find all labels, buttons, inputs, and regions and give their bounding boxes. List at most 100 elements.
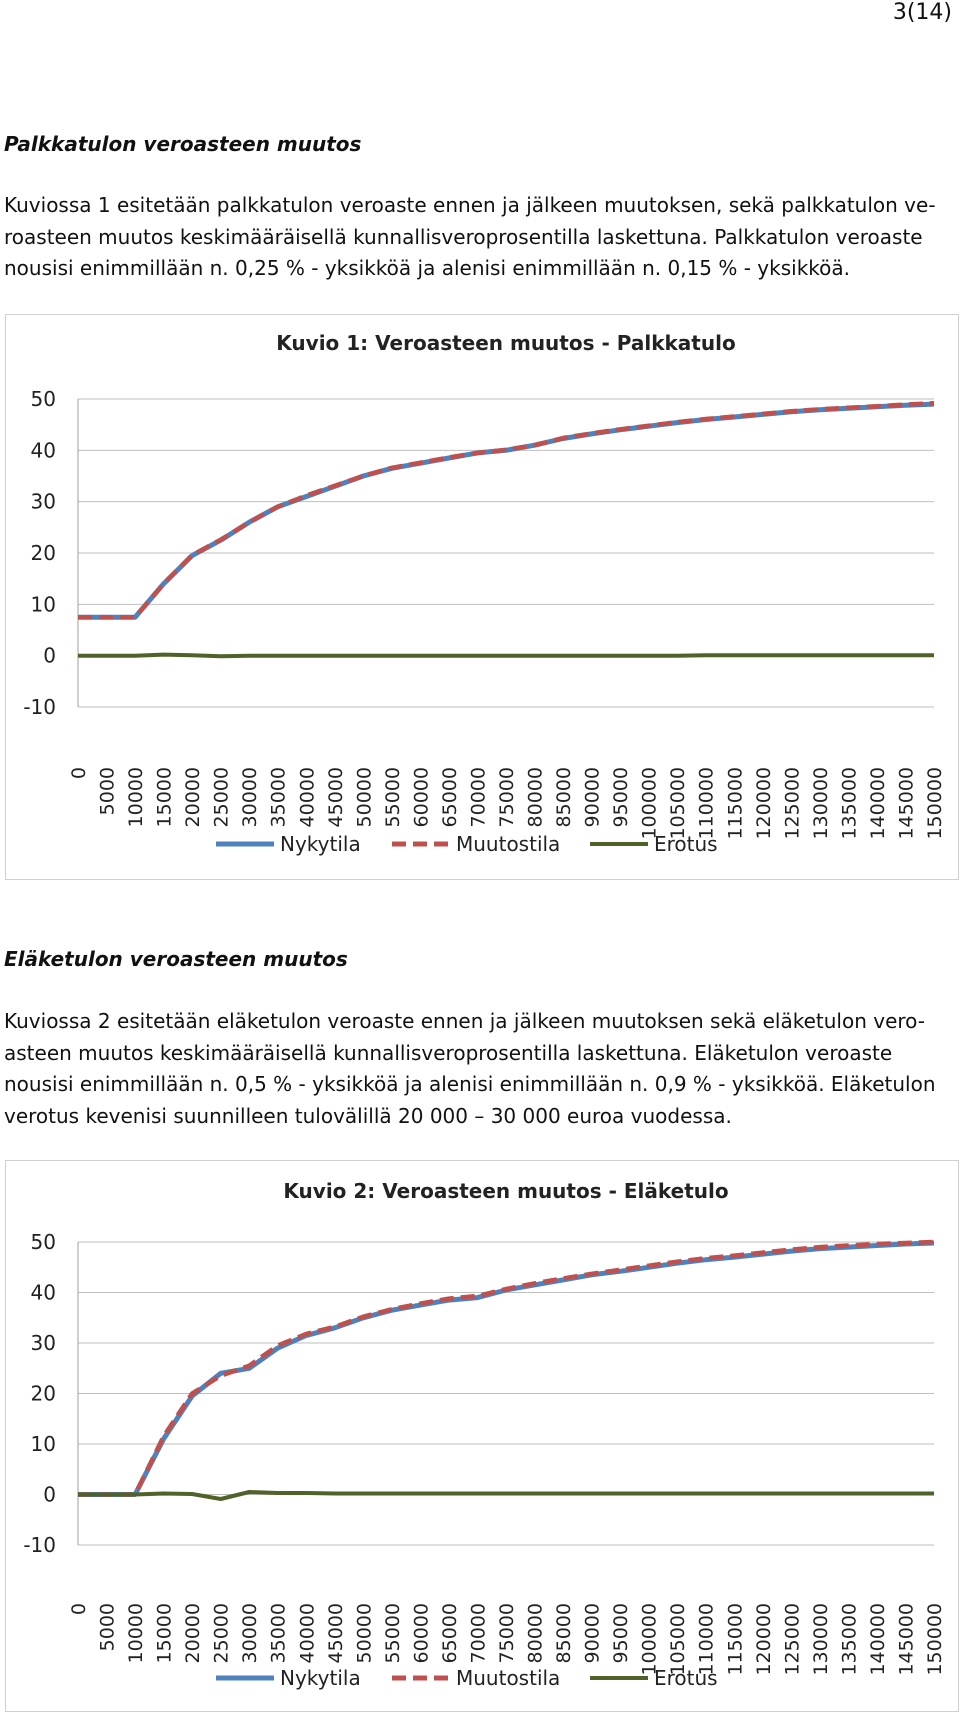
x-tick-label: 65000 — [439, 1603, 461, 1663]
paragraph-line: verotus kevenisi suunnilleen tulovälillä… — [4, 1103, 732, 1128]
x-tick-label: 100000 — [639, 1603, 661, 1676]
x-tick-label: 145000 — [895, 1603, 917, 1676]
x-tick-label: 25000 — [211, 1603, 233, 1663]
x-tick-label: 5000 — [97, 1603, 119, 1651]
x-tick-label: 0 — [68, 767, 90, 779]
x-tick-label: 45000 — [325, 767, 347, 827]
x-tick-label: 85000 — [553, 1603, 575, 1663]
paragraph-line: asteen muutos keskimääräisellä kunnallis… — [4, 1040, 893, 1065]
y-tick-label: -10 — [23, 1533, 56, 1557]
x-tick-label: 20000 — [182, 1603, 204, 1663]
legend-label-erotus: Erotus — [654, 832, 718, 856]
x-tick-label: 105000 — [667, 767, 689, 840]
legend-label-nykytila: Nykytila — [280, 832, 361, 856]
x-tick-label: 80000 — [525, 767, 547, 827]
x-tick-label: 135000 — [838, 1603, 860, 1676]
series-line-nykytila — [78, 1240, 935, 1497]
paragraph-line: roasteen muutos keskimääräisellä kunnall… — [4, 224, 923, 249]
paragraph-line: nousisi enimmillään n. 0,5 % - yksikköä … — [4, 1072, 936, 1096]
x-tick-label: 30000 — [239, 767, 261, 827]
y-tick-label: 20 — [31, 1382, 56, 1406]
x-tick-label: 70000 — [467, 767, 489, 827]
chart-1-frame: Kuvio 1: Veroasteen muutos - Palkkatulo -… — [5, 314, 959, 880]
x-tick-label: 95000 — [610, 1603, 632, 1663]
paragraph-line: Kuviossa 2 esitetään eläketulon veroaste… — [4, 1009, 925, 1033]
x-tick-label: 50000 — [353, 767, 375, 827]
paragraph-palkkatulo: Kuviossa 1 esitetään palkkatulon veroast… — [4, 190, 956, 285]
y-tick-label: 50 — [31, 387, 56, 411]
x-tick-label: 35000 — [268, 1603, 290, 1663]
x-tick-label: 20000 — [182, 767, 204, 827]
y-tick-label: 30 — [31, 1331, 56, 1355]
x-tick-label: 85000 — [553, 767, 575, 827]
legend-label-muutostila: Muutostila — [456, 1666, 560, 1690]
x-tick-label: 10000 — [125, 1603, 147, 1663]
chart-1: Kuvio 1: Veroasteen muutos - Palkkatulo -… — [23, 331, 946, 856]
x-tick-label: 110000 — [696, 767, 718, 840]
legend-label-erotus: Erotus — [654, 1666, 718, 1690]
x-tick-label: 5000 — [97, 767, 119, 815]
series-line-muutostila — [78, 400, 935, 620]
x-tick-label: 105000 — [667, 1603, 689, 1676]
y-tick-label: 10 — [31, 592, 56, 616]
series-line-muutostila — [78, 1239, 935, 1497]
x-tick-label: 150000 — [924, 767, 946, 840]
y-tick-label: 10 — [31, 1432, 56, 1456]
x-tick-label: 60000 — [410, 767, 432, 827]
x-tick-label: 135000 — [838, 767, 860, 840]
x-tick-label: 145000 — [895, 767, 917, 840]
x-tick-label: 100000 — [639, 767, 661, 840]
x-tick-label: 70000 — [467, 1603, 489, 1663]
x-tick-label: 95000 — [610, 767, 632, 827]
chart-title: Kuvio 2: Veroasteen muutos - Eläketulo — [283, 1179, 728, 1203]
x-tick-label: 125000 — [781, 1603, 803, 1676]
x-tick-label: 120000 — [753, 1603, 775, 1676]
y-tick-label: -10 — [23, 695, 56, 719]
x-tick-label: 50000 — [353, 1603, 375, 1663]
y-tick-label: 50 — [31, 1230, 56, 1254]
x-tick-label: 15000 — [154, 767, 176, 827]
page-number: 3(14) — [892, 0, 952, 25]
x-tick-label: 60000 — [410, 1603, 432, 1663]
paragraph-line: nousisi enimmillään n. 0,25 % - yksikköä… — [4, 256, 851, 280]
x-tick-label: 45000 — [325, 1603, 347, 1663]
x-tick-label: 0 — [68, 1603, 90, 1615]
x-tick-label: 55000 — [382, 1603, 404, 1663]
chart-2: Kuvio 2: Veroasteen muutos - Eläketulo -1… — [23, 1179, 946, 1690]
x-tick-label: 115000 — [724, 767, 746, 840]
x-tick-label: 65000 — [439, 767, 461, 827]
x-tick-label: 140000 — [867, 1603, 889, 1676]
y-tick-label: 0 — [43, 1483, 56, 1507]
chart-2-frame: Kuvio 2: Veroasteen muutos - Eläketulo -1… — [5, 1160, 959, 1712]
x-tick-label: 90000 — [582, 767, 604, 827]
y-tick-label: 20 — [31, 541, 56, 565]
x-tick-label: 140000 — [867, 767, 889, 840]
series-line-erotus — [78, 652, 934, 659]
y-tick-label: 40 — [31, 438, 56, 462]
x-tick-label: 10000 — [125, 767, 147, 827]
x-tick-label: 90000 — [582, 1603, 604, 1663]
x-tick-label: 15000 — [154, 1603, 176, 1663]
paragraph-line: Kuviossa 1 esitetään palkkatulon veroast… — [4, 193, 936, 217]
x-tick-label: 80000 — [525, 1603, 547, 1663]
x-tick-label: 115000 — [724, 1603, 746, 1676]
section-heading-elaketulo: Eläketulon veroasteen muutos — [4, 947, 348, 971]
x-tick-label: 75000 — [496, 1603, 518, 1663]
x-tick-label: 40000 — [296, 1603, 318, 1663]
series-line-erotus — [78, 1490, 934, 1501]
series-line-nykytila — [78, 401, 935, 620]
y-tick-label: 0 — [43, 644, 56, 668]
section-heading-palkkatulo: Palkkatulon veroasteen muutos — [4, 132, 362, 156]
x-tick-label: 25000 — [211, 767, 233, 827]
x-tick-label: 120000 — [753, 767, 775, 840]
legend-label-muutostila: Muutostila — [456, 832, 560, 856]
legend-label-nykytila: Nykytila — [280, 1666, 361, 1690]
x-tick-label: 35000 — [268, 767, 290, 827]
x-tick-label: 55000 — [382, 767, 404, 827]
x-tick-label: 40000 — [296, 767, 318, 827]
x-tick-label: 130000 — [810, 1603, 832, 1676]
paragraph-elaketulo: Kuviossa 2 esitetään eläketulon veroaste… — [4, 1006, 956, 1132]
x-tick-label: 110000 — [696, 1603, 718, 1676]
y-tick-label: 30 — [31, 490, 56, 514]
x-tick-label: 30000 — [239, 1603, 261, 1663]
